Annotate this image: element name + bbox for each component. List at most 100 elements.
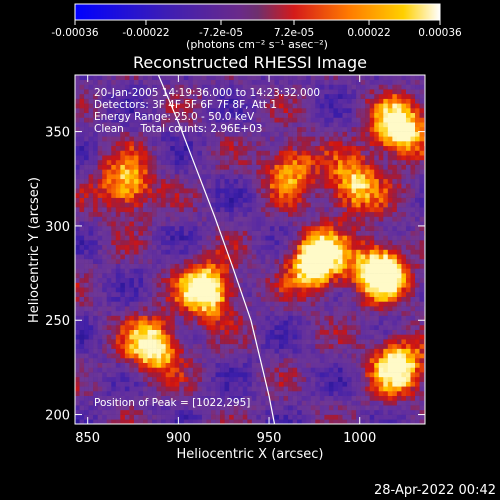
heatmap-cell: [342, 348, 348, 354]
heatmap-cell: [79, 169, 85, 175]
heatmap-cell: [120, 230, 126, 236]
heatmap-cell: [319, 131, 325, 137]
heatmap-cell: [120, 235, 126, 241]
heatmap-cell: [215, 367, 221, 373]
heatmap-cell: [106, 400, 112, 406]
heatmap-cell: [97, 334, 103, 340]
heatmap-cell: [115, 353, 121, 359]
heatmap-cell: [269, 372, 275, 378]
heatmap-cell: [79, 141, 85, 147]
heatmap-cell: [215, 216, 221, 222]
heatmap-cell: [306, 169, 312, 175]
heatmap-cell: [283, 376, 289, 382]
heatmap-cell: [138, 282, 144, 288]
heatmap-cell: [102, 122, 108, 128]
heatmap-cell: [147, 230, 153, 236]
heatmap-cell: [337, 386, 343, 392]
heatmap-cell: [365, 367, 370, 373]
heatmap-cell: [342, 150, 348, 156]
heatmap-cell: [179, 367, 185, 373]
heatmap-cell: [301, 320, 307, 326]
heatmap-cell: [115, 240, 121, 246]
heatmap-cell: [315, 230, 321, 236]
heatmap-cell: [152, 339, 157, 345]
heatmap-cell: [192, 419, 198, 424]
heatmap-cell: [115, 277, 121, 283]
heatmap-cell: [242, 207, 248, 213]
heatmap-cell: [306, 254, 312, 260]
heatmap-cell: [342, 183, 348, 189]
heatmap-cell: [260, 405, 266, 411]
heatmap-cell: [102, 207, 108, 213]
heatmap-cell: [97, 174, 103, 180]
heatmap-cell: [215, 381, 221, 387]
heatmap-cell: [143, 282, 148, 288]
heatmap-cell: [279, 419, 284, 424]
heatmap-cell: [84, 376, 89, 382]
heatmap-cell: [133, 306, 139, 312]
heatmap-cell: [283, 268, 289, 274]
heatmap-cell: [197, 348, 203, 354]
heatmap-cell: [88, 202, 94, 208]
heatmap-cell: [215, 258, 221, 264]
heatmap-cell: [79, 145, 85, 151]
heatmap-cell: [256, 221, 262, 227]
heatmap-cell: [93, 122, 98, 128]
heatmap-cell: [211, 258, 216, 264]
heatmap-cell: [351, 136, 357, 142]
heatmap-cell: [351, 405, 357, 411]
heatmap-cell: [383, 334, 389, 340]
heatmap-cell: [106, 291, 112, 297]
heatmap-cell: [224, 381, 230, 387]
heatmap-cell: [405, 372, 411, 378]
heatmap-cell: [247, 343, 253, 349]
heatmap-cell: [147, 343, 153, 349]
heatmap-cell: [387, 287, 393, 293]
heatmap-cell: [315, 291, 321, 297]
heatmap-cell: [183, 230, 189, 236]
heatmap-cell: [333, 263, 339, 269]
heatmap-cell: [206, 291, 212, 297]
heatmap-cell: [211, 183, 216, 189]
heatmap-cell: [124, 400, 130, 406]
heatmap-cell: [88, 324, 94, 330]
heatmap-cell: [292, 419, 298, 424]
heatmap-cell: [111, 419, 117, 424]
heatmap-cell: [378, 192, 384, 198]
heatmap-cell: [306, 131, 312, 137]
heatmap-cell: [147, 207, 153, 213]
heatmap-cell: [233, 372, 239, 378]
heatmap-cell: [242, 296, 248, 302]
heatmap-cell: [356, 126, 361, 132]
heatmap-cell: [238, 131, 244, 137]
heatmap-cell: [106, 381, 112, 387]
heatmap-cell: [129, 150, 135, 156]
heatmap-cell: [120, 296, 126, 302]
heatmap-cell: [410, 381, 416, 387]
heatmap-cell: [183, 339, 189, 345]
heatmap-cell: [242, 372, 248, 378]
heatmap-cell: [97, 221, 103, 227]
heatmap-cell: [147, 155, 153, 161]
heatmap-cell: [229, 381, 234, 387]
heatmap-cell: [292, 211, 298, 217]
heatmap-cell: [274, 390, 280, 397]
heatmap-cell: [274, 348, 280, 354]
heatmap-cell: [183, 211, 189, 217]
heatmap-cell: [215, 145, 221, 151]
heatmap-cell: [301, 131, 307, 137]
heatmap-cell: [188, 126, 194, 132]
heatmap-cell: [342, 159, 348, 165]
heatmap-cell: [410, 376, 416, 382]
heatmap-cell: [220, 400, 225, 406]
heatmap-cell: [265, 306, 271, 312]
heatmap-cell: [283, 277, 289, 283]
heatmap-cell: [192, 306, 198, 312]
heatmap-cell: [396, 287, 402, 293]
heatmap-cell: [165, 343, 171, 349]
heatmap-cell: [247, 141, 253, 147]
heatmap-cell: [111, 400, 117, 406]
heatmap-cell: [347, 320, 352, 326]
heatmap-cell: [319, 235, 325, 241]
heatmap-cell: [297, 244, 302, 250]
